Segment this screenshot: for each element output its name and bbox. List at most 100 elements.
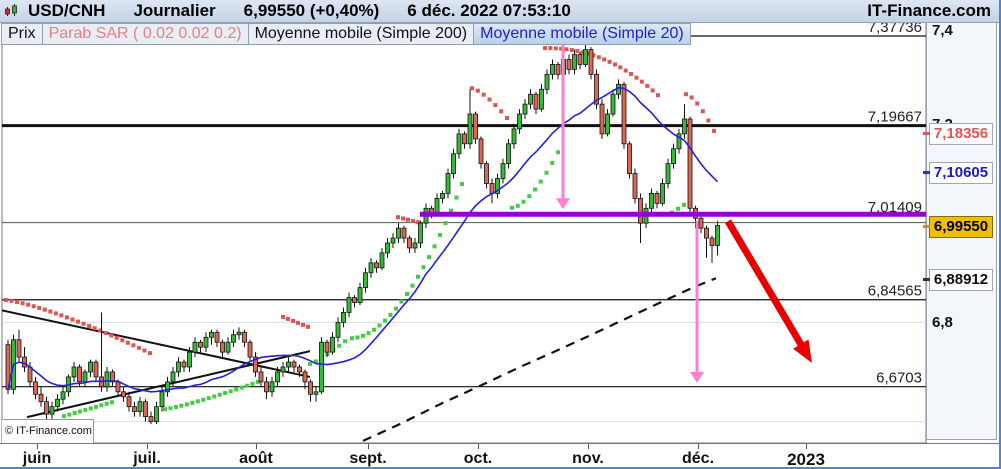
candle-body (104, 371, 110, 388)
sar-dot (656, 93, 660, 98)
sar-dot (110, 400, 114, 405)
title-bar: USD/CNH Journalier 6,99550 (+0,40%) 6 dé… (0, 0, 999, 23)
sar-dot (223, 390, 228, 395)
candlestick-chart-icon (4, 3, 20, 19)
candle-body (654, 193, 660, 204)
candle-body (704, 227, 709, 239)
level-label: 6,84565 (868, 283, 922, 300)
sar-dot (350, 336, 354, 341)
candle-body (137, 401, 143, 413)
price-badge-ma200: 6,88912 (923, 269, 993, 292)
candle-body (33, 381, 38, 395)
sar-dot (78, 409, 82, 414)
x-axis-tick (147, 444, 148, 449)
candle-body (632, 173, 638, 199)
candle-body (297, 366, 302, 373)
sar-dot (550, 160, 555, 165)
sar-dot (59, 313, 64, 318)
plot-area[interactable]: 7,37736 7,19667 7,01409 6,84565 6,6703 (0, 19, 926, 442)
sar-dot (427, 255, 431, 260)
candle-body (495, 178, 500, 194)
x-axis-tick (256, 444, 257, 449)
sar-dot (114, 335, 119, 340)
sar-dot (94, 404, 98, 409)
x-axis-panel[interactable]: juin juil. août sept. oct. nov. déc. 2023 (0, 443, 999, 467)
indicator-tab-2[interactable]: Moyenne mobile (Simple 200) (247, 23, 475, 45)
candle-body (440, 193, 445, 199)
sar-dot (163, 407, 167, 412)
candle-body (698, 217, 704, 229)
sar-dot (109, 333, 114, 338)
sar-dot (81, 321, 86, 326)
sar-dot (98, 328, 103, 333)
sar-dot (245, 383, 250, 388)
x-axis-month-label: juin (22, 450, 52, 467)
indicator-tab-0[interactable]: Prix (1, 23, 43, 45)
candle-body (599, 103, 605, 135)
candle-body (236, 331, 242, 336)
sar-dot (543, 46, 547, 51)
candle-body (473, 113, 478, 140)
candle-body (44, 401, 49, 415)
copyright-label: © IT-Finance.com (2, 419, 94, 443)
candle-body (242, 331, 247, 343)
candle-body (27, 366, 33, 383)
indicator-tab-3[interactable]: Moyenne mobile (Simple 20) (473, 23, 691, 45)
candle-body (253, 356, 258, 373)
symbol-label: USD/CNH (28, 1, 106, 20)
sar-dot (195, 399, 200, 404)
candle-body (203, 336, 209, 348)
sar-dot (366, 331, 371, 336)
sar-dot (575, 49, 580, 54)
pink-arrow-head (690, 371, 704, 383)
sar-dot (421, 265, 426, 270)
candle-body (115, 381, 121, 393)
sar-dot (612, 62, 617, 67)
indicator-tab-1[interactable]: Parab SAR ( 0.02 0.02 0.2) (41, 23, 249, 45)
candle-body (71, 366, 77, 378)
sar-dot (250, 381, 255, 386)
sar-dot (499, 109, 504, 114)
sar-dot (533, 187, 537, 192)
pink-arrow-head (556, 198, 570, 210)
sar-dot (521, 199, 526, 204)
sar-dot (92, 326, 97, 331)
sar-dot (682, 202, 686, 207)
sar-dot (700, 109, 705, 114)
sar-dot (37, 305, 42, 310)
candle-body (357, 287, 363, 303)
purple-support-line (420, 211, 926, 217)
sar-dot (591, 53, 596, 58)
sar-dot (454, 195, 459, 200)
candle-body (77, 366, 82, 383)
candle-body (126, 396, 132, 408)
candle-body (605, 113, 610, 135)
sar-dot (548, 46, 553, 51)
candle-body (363, 272, 368, 289)
sar-dot (67, 412, 72, 417)
sar-dot (9, 298, 14, 303)
candle-body (506, 143, 511, 165)
sar-dot (676, 206, 680, 211)
candle-body (22, 356, 27, 368)
sar-dot (142, 348, 147, 353)
x-axis-month-label: déc. (681, 450, 715, 467)
candle-body (225, 341, 231, 353)
brand-label: IT-Finance.com (867, 1, 991, 20)
sar-dot (505, 116, 509, 121)
candle-body (170, 371, 176, 383)
indicator-tabs: Prix Parab SAR ( 0.02 0.02 0.2) Moyenne mo… (1, 23, 691, 45)
candle-body (462, 133, 467, 145)
candle-body (176, 361, 181, 373)
red-arrow-line (724, 219, 806, 350)
sar-dot (83, 407, 88, 412)
candle-body (511, 128, 517, 145)
sar-dot (510, 205, 514, 210)
sar-dot (553, 46, 558, 51)
candle-body (671, 148, 676, 165)
sar-dot (556, 150, 560, 155)
candle-body (132, 406, 137, 413)
